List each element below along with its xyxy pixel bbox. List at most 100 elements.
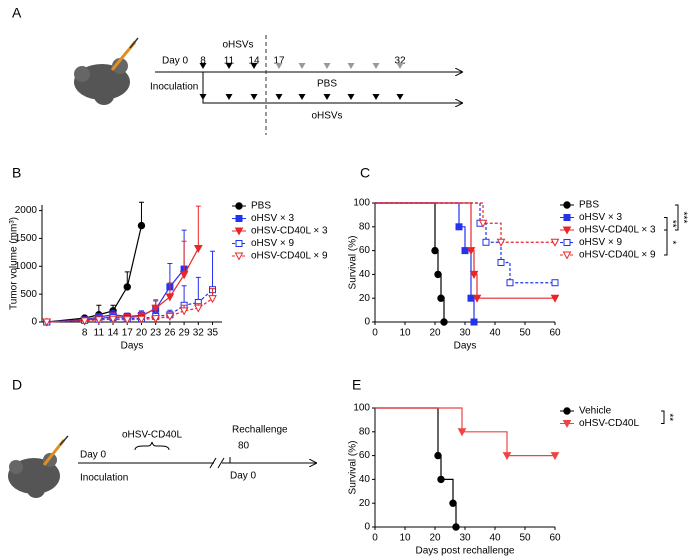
day-label: 8 bbox=[200, 56, 206, 67]
x-tick-label: 29 bbox=[179, 328, 191, 339]
y-tick-label: 100 bbox=[353, 198, 370, 209]
marker bbox=[235, 240, 243, 247]
y-tick-label: 0 bbox=[364, 317, 370, 328]
x-tick-label: 50 bbox=[519, 328, 531, 339]
x-tick-label: 40 bbox=[489, 533, 501, 544]
marker bbox=[563, 201, 571, 209]
legend-label: oHSV × 3 bbox=[579, 212, 623, 223]
dose-marker bbox=[347, 94, 355, 100]
chart: C 0 20 40 60 80 100 0 10 20 30 40 50 60 Days Survival (… bbox=[348, 165, 688, 352]
marker bbox=[193, 244, 203, 254]
x-tick-label: 0 bbox=[372, 533, 378, 544]
marker bbox=[208, 295, 217, 304]
significance-label: ** bbox=[663, 413, 674, 421]
marker bbox=[550, 452, 560, 461]
marker bbox=[434, 451, 442, 460]
axis-break bbox=[217, 457, 225, 469]
legend-label: oHSV × 9 bbox=[251, 238, 295, 249]
y-axis-label: Tumor volume (mm³) bbox=[9, 217, 20, 310]
rechallenge-label: Rechallenge bbox=[232, 425, 288, 436]
marker bbox=[123, 283, 131, 291]
survival-curve bbox=[375, 202, 475, 322]
day-label: 11 bbox=[224, 56, 235, 67]
arm-label: PBS bbox=[317, 79, 337, 90]
mouse-icon bbox=[8, 435, 69, 498]
marker bbox=[151, 304, 161, 313]
legend-label: oHSV × 3 bbox=[251, 213, 295, 224]
survival-curve bbox=[375, 407, 555, 457]
marker bbox=[563, 407, 571, 415]
survival-curve bbox=[375, 202, 555, 284]
panel-label: B bbox=[12, 165, 21, 181]
y-axis-label: Survival (%) bbox=[348, 441, 359, 495]
x-tick-label: 60 bbox=[549, 533, 561, 544]
axes bbox=[374, 408, 555, 528]
dose-marker bbox=[199, 94, 207, 100]
panel-label: A bbox=[12, 5, 22, 21]
chart: B 0 500 1000 1500 2000 8 11 14 17 20 23 26 29 32 35 Days… bbox=[9, 165, 328, 352]
y-tick-label: 80 bbox=[359, 221, 371, 232]
x-axis-label: Days bbox=[454, 341, 477, 352]
dose-marker bbox=[347, 63, 355, 69]
marker bbox=[506, 279, 514, 287]
marker bbox=[437, 475, 445, 484]
y-axis-label: Survival (%) bbox=[348, 236, 359, 290]
arm-label: oHSVs bbox=[311, 111, 342, 122]
day-label: Day 0 bbox=[162, 56, 189, 67]
marker bbox=[563, 214, 571, 221]
significance-label: * bbox=[666, 241, 677, 245]
dose-marker bbox=[372, 94, 380, 100]
marker bbox=[108, 315, 118, 324]
day-label: 17 bbox=[273, 56, 285, 67]
y-tick-label: 20 bbox=[359, 498, 371, 509]
marker bbox=[165, 293, 175, 302]
dose-marker bbox=[323, 63, 331, 69]
dose-markers bbox=[199, 63, 404, 100]
marker bbox=[457, 428, 467, 437]
marker bbox=[562, 226, 572, 235]
y-tick-label: 0 bbox=[364, 522, 370, 533]
error-bar bbox=[195, 205, 201, 249]
x-tick-label: 23 bbox=[150, 328, 162, 339]
legend-label: oHSV-CD40L × 3 bbox=[579, 225, 656, 236]
x-tick-label: 35 bbox=[207, 328, 219, 339]
error-bar bbox=[195, 276, 201, 303]
y-tick-label: 1000 bbox=[15, 261, 38, 272]
survival-curve bbox=[375, 202, 555, 299]
y-tick-label: 0 bbox=[31, 317, 37, 328]
x-tick-label: 20 bbox=[429, 533, 441, 544]
marker bbox=[502, 452, 512, 461]
x-tick-label: 0 bbox=[372, 328, 378, 339]
marker bbox=[179, 271, 189, 280]
x-tick-label: 10 bbox=[399, 328, 411, 339]
marker bbox=[550, 238, 560, 247]
day-label: Day 0 bbox=[230, 471, 257, 482]
dose-marker bbox=[225, 63, 233, 69]
significance-bracket bbox=[661, 410, 665, 424]
panel-label: E bbox=[352, 377, 361, 393]
significance-label: ** bbox=[666, 220, 677, 228]
treatment-label: oHSVs bbox=[222, 40, 253, 51]
y-tick-label: 60 bbox=[359, 245, 371, 256]
marker bbox=[470, 318, 478, 326]
dose-marker bbox=[275, 94, 283, 100]
marker bbox=[137, 315, 146, 324]
marker bbox=[551, 279, 559, 287]
marker bbox=[434, 270, 442, 279]
x-tick-label: 20 bbox=[429, 328, 441, 339]
day-label: 14 bbox=[248, 56, 260, 67]
marker bbox=[151, 315, 161, 324]
marker bbox=[452, 523, 460, 531]
marker bbox=[467, 294, 475, 302]
dose-marker bbox=[199, 63, 207, 69]
inoculation-label: Inoculation bbox=[150, 82, 198, 93]
y-tick-label: 100 bbox=[353, 403, 370, 414]
marker bbox=[472, 294, 482, 303]
x-tick-label: 20 bbox=[136, 328, 148, 339]
inoculation-label: Inoculation bbox=[80, 473, 128, 484]
timeline-branch bbox=[202, 72, 462, 103]
chart: E 0 20 40 60 80 100 0 10 20 30 40 50 60 Days post rech… bbox=[348, 377, 675, 557]
dose-marker bbox=[323, 94, 331, 100]
treatment-label: oHSV-CD40L bbox=[122, 430, 182, 441]
